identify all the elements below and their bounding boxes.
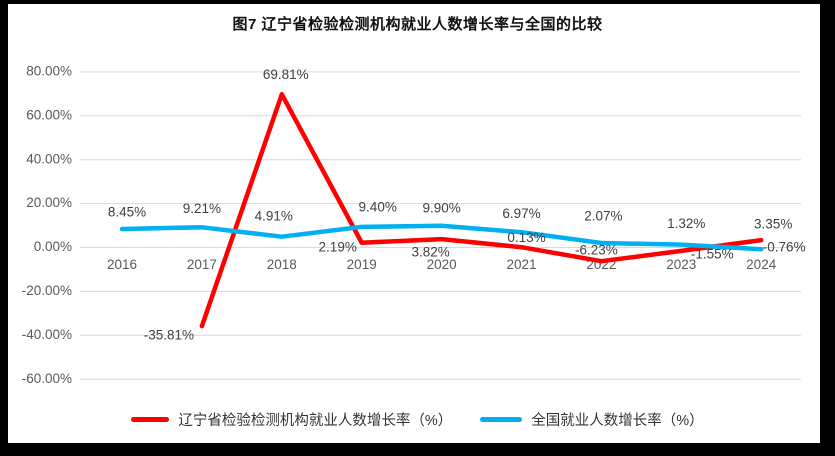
x-axis-tick-label: 2016 — [107, 257, 137, 272]
chart-canvas — [8, 4, 820, 443]
data-label: 3.82% — [411, 245, 449, 260]
legend-line-swatch-liaoning — [131, 416, 170, 422]
data-label: 6.97% — [502, 206, 540, 221]
legend-item-national: 全国就业人数增长率（%） — [480, 409, 704, 430]
x-axis-tick-label: 2024 — [746, 257, 777, 272]
legend-label-liaoning: 辽宁省检验检测机构就业人数增长率（%） — [178, 412, 453, 429]
data-label: 8.45% — [108, 205, 146, 220]
y-axis-tick-label: 0.00% — [34, 239, 72, 254]
data-label: 3.35% — [754, 217, 792, 232]
chart-title: 图7 辽宁省检验检测机构就业人数增长率与全国的比较 — [232, 16, 603, 33]
x-axis-tick-label: 2018 — [267, 257, 297, 272]
data-label: -0.76% — [763, 240, 806, 255]
x-axis-tick-label: 2021 — [506, 257, 536, 272]
y-axis-tick-label: -20.00% — [22, 283, 72, 298]
data-label: 2.07% — [584, 209, 622, 224]
series-line-liaoning — [199, 92, 764, 329]
y-axis-tick-label: -40.00% — [22, 327, 72, 342]
data-label: 9.21% — [183, 201, 221, 216]
x-axis-tick-label: 2020 — [427, 257, 457, 272]
data-label: 9.40% — [359, 199, 397, 214]
data-label: 9.90% — [422, 200, 460, 215]
y-axis-tick-label: 60.00% — [26, 107, 72, 122]
data-label: 4.91% — [255, 208, 293, 223]
data-label: 2.19% — [319, 239, 357, 254]
x-axis-tick-label: 2023 — [666, 257, 696, 272]
series-line-national — [119, 223, 764, 252]
legend-label-national: 全国就业人数增长率（%） — [531, 412, 704, 429]
legend-item-liaoning: 辽宁省检验检测机构就业人数增长率（%） — [131, 409, 452, 430]
data-label: 0.13% — [507, 230, 545, 245]
legend-line-swatch-national — [480, 416, 523, 422]
y-axis-tick-label: 40.00% — [26, 151, 72, 166]
y-axis-tick-label: 80.00% — [26, 63, 72, 78]
x-axis-tick-label: 2017 — [187, 257, 217, 272]
data-label: -1.55% — [691, 246, 734, 261]
data-label: -6.23% — [575, 243, 618, 258]
data-label: -35.81% — [144, 328, 194, 343]
data-label: 69.81% — [263, 67, 309, 82]
data-label: 1.32% — [667, 216, 705, 231]
legend: 辽宁省检验检测机构就业人数增长率（%） 全国就业人数增长率（%） — [0, 409, 835, 429]
y-axis-tick-label: -60.00% — [22, 371, 72, 386]
x-axis-tick-label: 2019 — [347, 257, 377, 272]
y-axis-tick-label: 20.00% — [26, 195, 72, 210]
